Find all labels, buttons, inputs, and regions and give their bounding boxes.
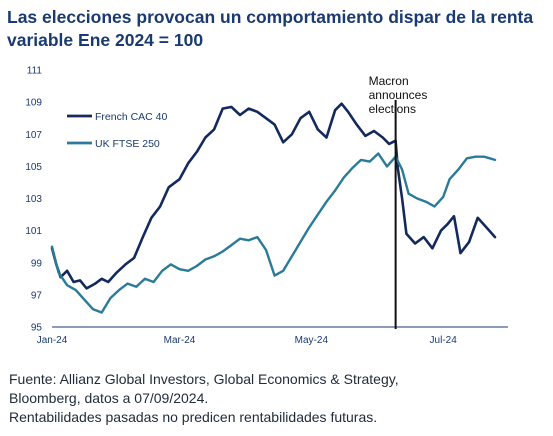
annotation-text: Macron xyxy=(369,74,409,88)
annotation-text: elections xyxy=(369,102,416,116)
y-tick-label: 105 xyxy=(25,162,42,173)
y-tick-label: 103 xyxy=(25,194,42,205)
chart-title: Las elecciones provocan un comportamient… xyxy=(7,7,534,50)
y-tick-label: 97 xyxy=(31,290,43,301)
y-tick-label: 111 xyxy=(27,66,43,77)
annotation-text: announces xyxy=(369,88,428,102)
source-line-1: Fuente: Allianz Global Investors, Global… xyxy=(9,371,399,387)
y-tick-label: 109 xyxy=(25,98,42,109)
x-tick-label: Jan-24 xyxy=(37,335,68,346)
x-tick-label: Mar-24 xyxy=(164,335,196,346)
legend-label: UK FTSE 250 xyxy=(95,138,160,150)
source-line-3: Rentabilidades pasadas no predicen renta… xyxy=(9,409,378,425)
legend-label: French CAC 40 xyxy=(95,111,168,123)
x-tick-label: Jul-24 xyxy=(430,335,458,346)
source-note: Fuente: Allianz Global Investors, Global… xyxy=(9,370,549,427)
y-tick-label: 95 xyxy=(31,323,43,334)
source-line-2: Bloomberg, datos a 07/09/2024. xyxy=(9,390,209,406)
x-axis-ticks: Jan-24 Mar-24 May-24 Jul-24 xyxy=(37,335,458,346)
series-lines xyxy=(50,102,497,314)
y-tick-label: 101 xyxy=(25,226,42,237)
y-tick-label: 107 xyxy=(25,130,42,141)
x-tick-label: May-24 xyxy=(295,335,329,346)
series-line-ftse250 xyxy=(50,152,497,314)
y-tick-label: 99 xyxy=(31,258,43,269)
legend: French CAC 40 UK FTSE 250 xyxy=(67,111,168,150)
series-line-cac40 xyxy=(50,102,497,290)
y-axis-ticks: 95 97 99 101 103 105 107 109 111 xyxy=(25,66,42,334)
